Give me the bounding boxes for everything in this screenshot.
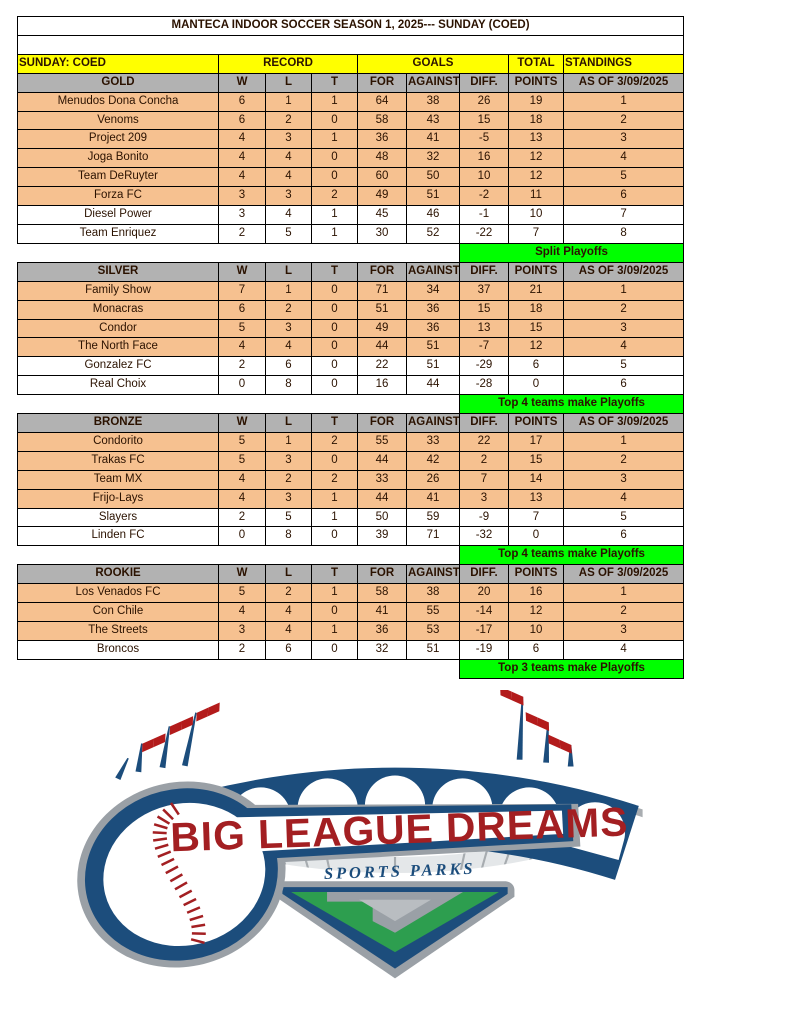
svg-text:SPORTS PARKS: SPORTS PARKS (324, 859, 476, 883)
